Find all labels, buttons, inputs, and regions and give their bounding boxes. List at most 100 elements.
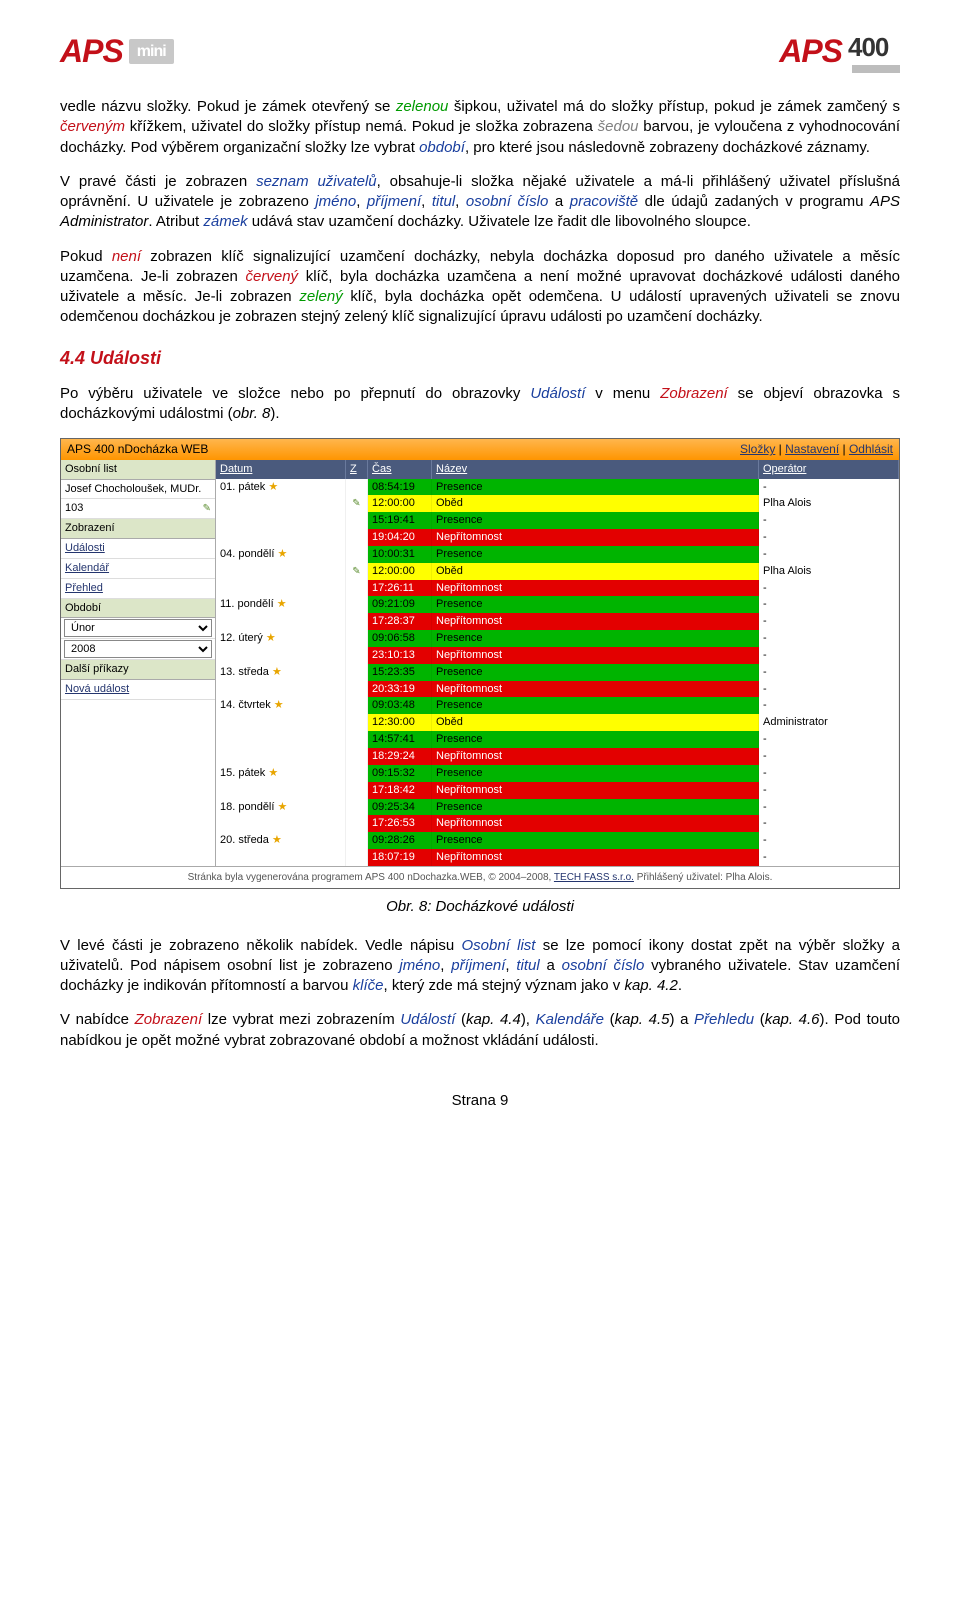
cell-operator: - <box>759 815 899 832</box>
cell-operator: - <box>759 613 899 630</box>
cell-date <box>216 512 346 529</box>
cell-date <box>216 647 346 664</box>
cell-name: Oběd <box>432 563 759 580</box>
cell-name: Oběd <box>432 495 759 512</box>
table-row[interactable]: 18. pondělí ★09:25:34Presence- <box>216 799 899 816</box>
link-odhlasit[interactable]: Odhlásit <box>849 442 893 456</box>
cell-z <box>346 748 368 765</box>
logo-mini-text: mini <box>129 39 174 65</box>
cell-time: 09:06:58 <box>368 630 432 647</box>
table-row[interactable]: ✎12:00:00ObědPlha Alois <box>216 495 899 512</box>
table-row[interactable]: 13. středa ★15:23:35Presence- <box>216 664 899 681</box>
table-row[interactable]: 14:57:41Presence- <box>216 731 899 748</box>
logo-aps-text-r: APS <box>779 30 842 73</box>
logo-400-bar <box>852 65 900 73</box>
logo-400-text: 400 <box>848 30 888 65</box>
footer-link-techfass[interactable]: TECH FASS s.r.o. <box>554 872 634 883</box>
cell-date: 14. čtvrtek ★ <box>216 697 346 714</box>
table-row[interactable]: 15:19:41Presence- <box>216 512 899 529</box>
cell-operator: - <box>759 731 899 748</box>
table-row[interactable]: 20. středa ★09:28:26Presence- <box>216 832 899 849</box>
table-row[interactable]: 17:28:37Nepřítomnost- <box>216 613 899 630</box>
cell-z <box>346 479 368 496</box>
cell-operator: - <box>759 681 899 698</box>
table-row[interactable]: 11. pondělí ★09:21:09Presence- <box>216 596 899 613</box>
cell-date <box>216 613 346 630</box>
cell-operator: Administrator <box>759 714 899 731</box>
cell-date <box>216 495 346 512</box>
header-logos: APS mini APS 400 <box>60 30 900 73</box>
cell-date <box>216 681 346 698</box>
cell-time: 09:15:32 <box>368 765 432 782</box>
cell-z: ✎ <box>346 563 368 580</box>
cell-z <box>346 832 368 849</box>
table-row[interactable]: 14. čtvrtek ★09:03:48Presence- <box>216 697 899 714</box>
table-row[interactable]: 23:10:13Nepřítomnost- <box>216 647 899 664</box>
heading-4-4: 4.4 Události <box>60 346 900 370</box>
table-row[interactable]: 19:04:20Nepřítomnost- <box>216 529 899 546</box>
cell-name: Nepřítomnost <box>432 580 759 597</box>
cell-z <box>346 647 368 664</box>
col-operator[interactable]: Operátor <box>759 460 899 479</box>
cell-time: 23:10:13 <box>368 647 432 664</box>
cell-time: 18:07:19 <box>368 849 432 866</box>
link-slozky[interactable]: Složky <box>740 442 775 456</box>
cell-name: Nepřítomnost <box>432 681 759 698</box>
cell-operator: - <box>759 596 899 613</box>
col-z[interactable]: Z <box>346 460 368 479</box>
cell-name: Presence <box>432 664 759 681</box>
pencil-icon[interactable]: ✎ <box>203 502 211 516</box>
table-row[interactable]: 01. pátek ★08:54:19Presence- <box>216 479 899 496</box>
table-row[interactable]: 04. pondělí ★10:00:31Presence- <box>216 546 899 563</box>
col-nazev[interactable]: Název <box>432 460 759 479</box>
table-row[interactable]: 15. pátek ★09:15:32Presence- <box>216 765 899 782</box>
sidebar-section-obdobi: Období <box>61 599 215 619</box>
table-row[interactable]: 17:26:11Nepřítomnost- <box>216 580 899 597</box>
sidebar-section-dalsi: Další příkazy <box>61 660 215 680</box>
cell-date: 20. středa ★ <box>216 832 346 849</box>
star-icon: ★ <box>272 834 282 846</box>
sidebar-link-prehled[interactable]: Přehled <box>61 579 215 599</box>
sidebar-link-nova-udalost[interactable]: Nová událost <box>61 680 215 700</box>
table-row[interactable]: 20:33:19Nepřítomnost- <box>216 681 899 698</box>
cell-name: Nepřítomnost <box>432 613 759 630</box>
cell-z <box>346 529 368 546</box>
table-row[interactable]: ✎12:00:00ObědPlha Alois <box>216 563 899 580</box>
cell-time: 18:29:24 <box>368 748 432 765</box>
cell-time: 12:00:00 <box>368 495 432 512</box>
cell-date <box>216 529 346 546</box>
col-datum[interactable]: Datum <box>216 460 346 479</box>
cell-operator: - <box>759 630 899 647</box>
cell-z <box>346 714 368 731</box>
cell-z <box>346 664 368 681</box>
cell-operator: - <box>759 832 899 849</box>
cell-z <box>346 731 368 748</box>
select-year[interactable]: 2008 <box>64 640 212 658</box>
app-footer: Stránka byla vygenerována programem APS … <box>61 866 899 889</box>
app-top-links: Složky | Nastavení | Odhlásit <box>740 441 893 457</box>
link-nastaveni[interactable]: Nastavení <box>785 442 839 456</box>
cell-operator: - <box>759 765 899 782</box>
sidebar-link-udalosti[interactable]: Události <box>61 539 215 559</box>
cell-time: 09:28:26 <box>368 832 432 849</box>
table-row[interactable]: 17:18:42Nepřítomnost- <box>216 782 899 799</box>
cell-operator: - <box>759 748 899 765</box>
table-row[interactable]: 12. úterý ★09:06:58Presence- <box>216 630 899 647</box>
app-title: APS 400 nDocházka WEB <box>67 441 208 457</box>
cell-z <box>346 613 368 630</box>
table-row[interactable]: 18:07:19Nepřítomnost- <box>216 849 899 866</box>
cell-name: Presence <box>432 765 759 782</box>
cell-z <box>346 799 368 816</box>
cell-operator: - <box>759 580 899 597</box>
table-row[interactable]: 17:26:53Nepřítomnost- <box>216 815 899 832</box>
sidebar-user-number: 103 ✎ <box>61 499 215 519</box>
sidebar-link-kalendar[interactable]: Kalendář <box>61 559 215 579</box>
cell-name: Nepřítomnost <box>432 782 759 799</box>
cell-operator: - <box>759 647 899 664</box>
table-row[interactable]: 18:29:24Nepřítomnost- <box>216 748 899 765</box>
table-row[interactable]: 12:30:00ObědAdministrator <box>216 714 899 731</box>
star-icon: ★ <box>277 598 287 610</box>
col-cas[interactable]: Čas <box>368 460 432 479</box>
select-month[interactable]: Únor <box>64 619 212 637</box>
logo-aps-text: APS <box>60 30 123 73</box>
